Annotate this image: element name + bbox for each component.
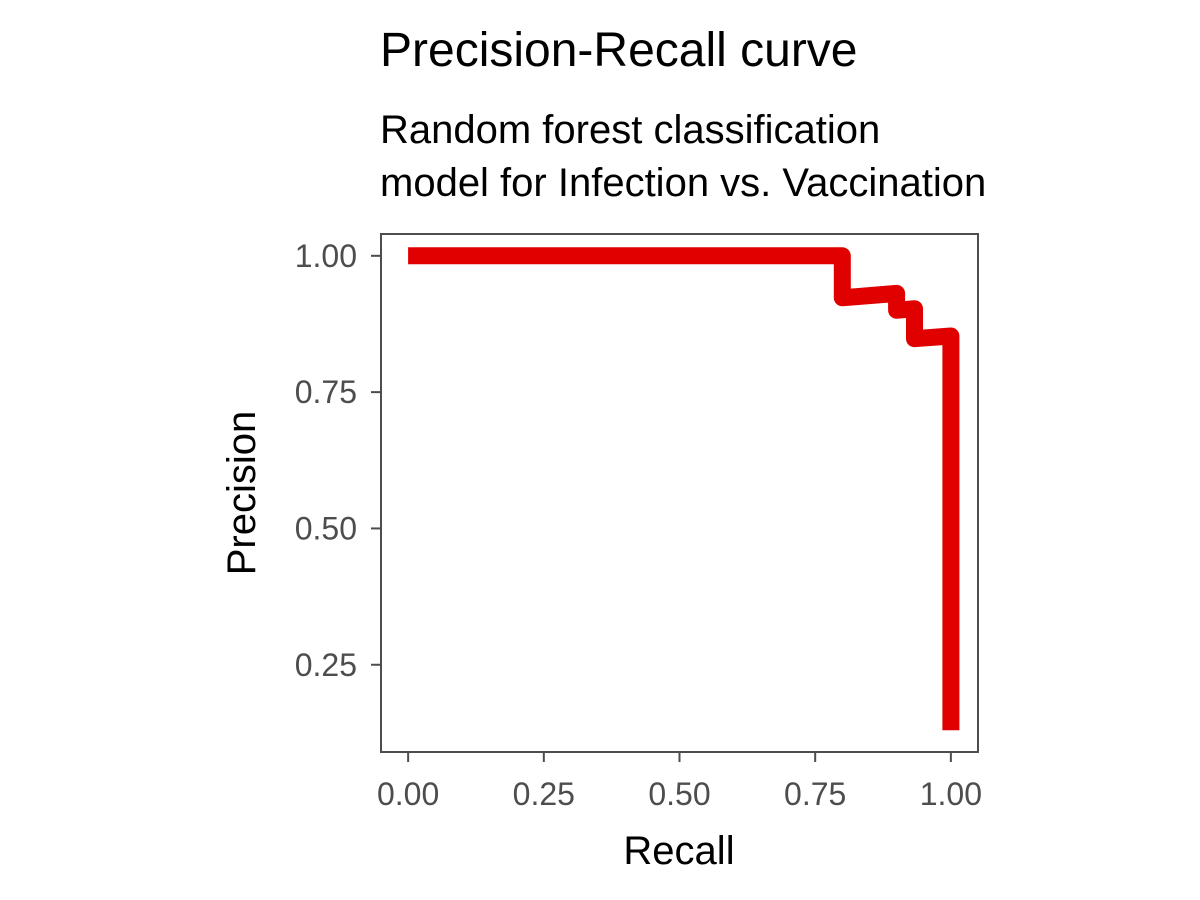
- chart-subtitle-line-1: Random forest classification: [380, 108, 880, 152]
- y-tick-label: 0.75: [295, 374, 357, 410]
- y-tick-label: 0.50: [295, 510, 357, 546]
- x-tick-label: 0.75: [784, 776, 846, 812]
- precision-recall-line: [408, 247, 960, 731]
- x-axis: 0.00 0.25 0.50 0.75 1.00: [377, 752, 982, 812]
- x-tick-label: 0.50: [648, 776, 710, 812]
- x-tick-label: 1.00: [920, 776, 982, 812]
- y-tick-label: 1.00: [295, 238, 357, 274]
- chart-title: Precision-Recall curve: [380, 24, 858, 77]
- chart-subtitle-line-2: model for Infection vs. Vaccination: [380, 161, 986, 205]
- y-axis: 0.25 0.50 0.75 1.00: [295, 238, 381, 683]
- x-tick-label: 0.00: [377, 776, 439, 812]
- x-tick-label: 0.25: [513, 776, 575, 812]
- plot-panel: [380, 233, 979, 753]
- series-layer: [408, 247, 960, 731]
- x-axis-title: Recall: [623, 829, 734, 873]
- y-tick-label: 0.25: [295, 647, 357, 683]
- y-axis-title: Precision: [220, 411, 264, 576]
